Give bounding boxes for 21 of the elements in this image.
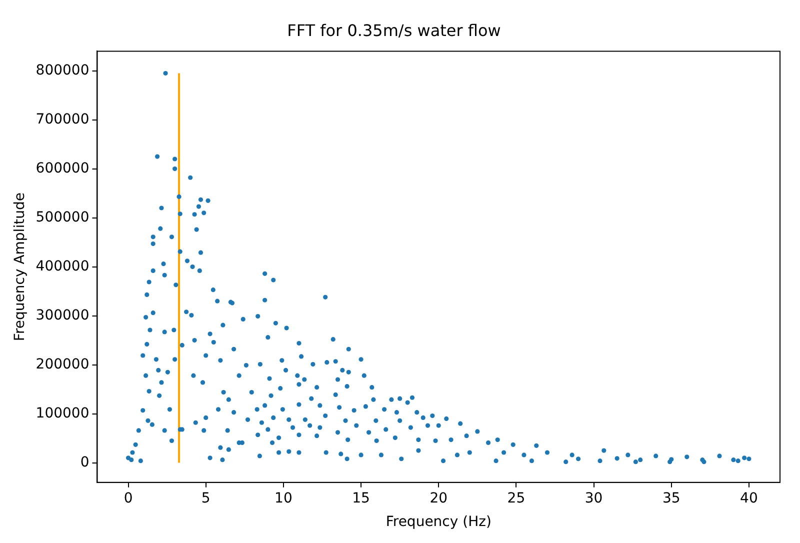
x-tick-label: 30	[584, 490, 603, 506]
chart-title: FFT for 0.35m/s water flow	[287, 20, 501, 40]
y-tick-label: 200000	[36, 356, 90, 372]
x-tick-label: 35	[662, 490, 680, 506]
y-tick-label: 500000	[36, 209, 90, 226]
x-tick-label: 20	[430, 490, 448, 506]
y-tick-label: 0	[80, 454, 90, 470]
x-tick-label: 0	[124, 490, 133, 506]
x-tick-label: 25	[507, 490, 526, 506]
x-tick-label: 10	[274, 490, 292, 506]
y-tick-label: 300000	[36, 307, 90, 324]
y-tick-label: 600000	[36, 160, 90, 176]
x-tick-label: 15	[352, 490, 370, 506]
y-tick-label: 400000	[36, 258, 90, 274]
x-axis-title: Frequency (Hz)	[386, 514, 492, 530]
y-tick-label: 700000	[36, 111, 90, 128]
x-tick-label: 40	[740, 490, 758, 506]
y-axis-title: Frequency Amplitude	[12, 192, 28, 342]
y-tick-label: 100000	[36, 405, 90, 422]
x-tick-label: 5	[201, 490, 210, 506]
y-tick-label: 800000	[36, 62, 90, 78]
